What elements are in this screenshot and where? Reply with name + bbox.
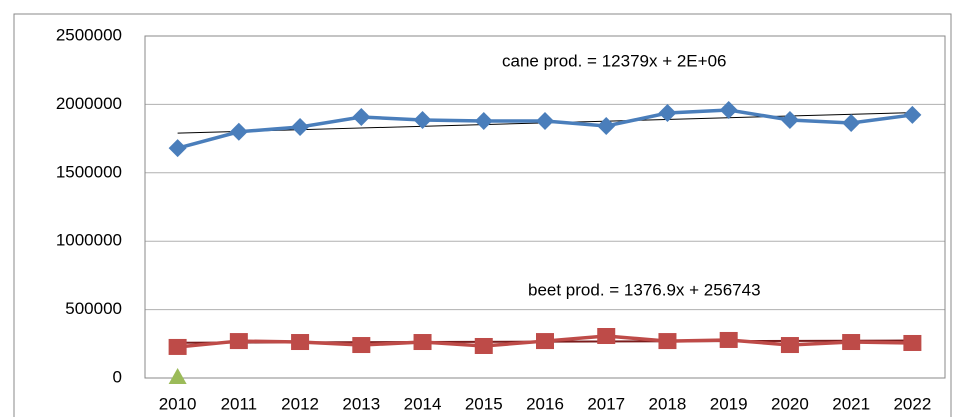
trendline-label: cane prod. = 12379x + 2E+06 xyxy=(502,51,727,70)
marker xyxy=(168,139,187,158)
marker xyxy=(842,114,861,133)
marker xyxy=(352,107,371,126)
x-tick-label: 2018 xyxy=(649,394,687,413)
marker xyxy=(291,334,310,351)
y-tick-label: 2000000 xyxy=(56,94,122,113)
marker xyxy=(658,104,677,123)
x-tick-label: 2011 xyxy=(221,394,258,413)
marker xyxy=(229,122,248,141)
marker xyxy=(719,331,738,348)
marker xyxy=(903,105,922,124)
marker xyxy=(536,111,554,130)
y-tick-label: 500000 xyxy=(65,299,122,318)
chart-frame xyxy=(13,13,952,417)
x-tick-label: 2020 xyxy=(771,394,809,413)
x-tick-label: 2010 xyxy=(159,394,197,413)
marker xyxy=(780,110,799,129)
plot-area xyxy=(144,35,946,379)
x-tick-label: 2015 xyxy=(465,394,503,413)
y-tick-label: 2500000 xyxy=(56,25,122,44)
marker xyxy=(413,334,432,351)
marker xyxy=(474,337,493,354)
trendline-label: beet prod. = 1376.9x + 256743 xyxy=(528,280,761,299)
marker xyxy=(903,334,922,351)
x-tick-label: 2013 xyxy=(342,394,380,413)
marker xyxy=(780,337,799,354)
marker xyxy=(597,328,616,345)
marker xyxy=(291,117,310,136)
marker xyxy=(352,337,371,354)
marker xyxy=(168,338,187,355)
marker xyxy=(597,117,616,136)
marker xyxy=(719,101,738,120)
marker xyxy=(229,333,248,350)
marker xyxy=(842,334,861,351)
x-tick-label: 2016 xyxy=(526,394,564,413)
y-tick-label: 1000000 xyxy=(56,231,122,250)
x-tick-label: 2021 xyxy=(832,394,870,413)
marker xyxy=(474,111,493,130)
marker xyxy=(536,333,554,350)
marker xyxy=(658,333,677,350)
y-tick-label: 0 xyxy=(113,367,122,386)
x-tick-label: 2012 xyxy=(281,394,319,413)
marker xyxy=(168,368,187,384)
x-tick-label: 2019 xyxy=(710,394,748,413)
y-tick-label: 1500000 xyxy=(56,162,122,181)
x-tick-label: 2022 xyxy=(893,394,931,413)
x-tick-label: 2014 xyxy=(404,394,442,413)
marker xyxy=(413,110,432,129)
x-tick-label: 2017 xyxy=(587,394,625,413)
